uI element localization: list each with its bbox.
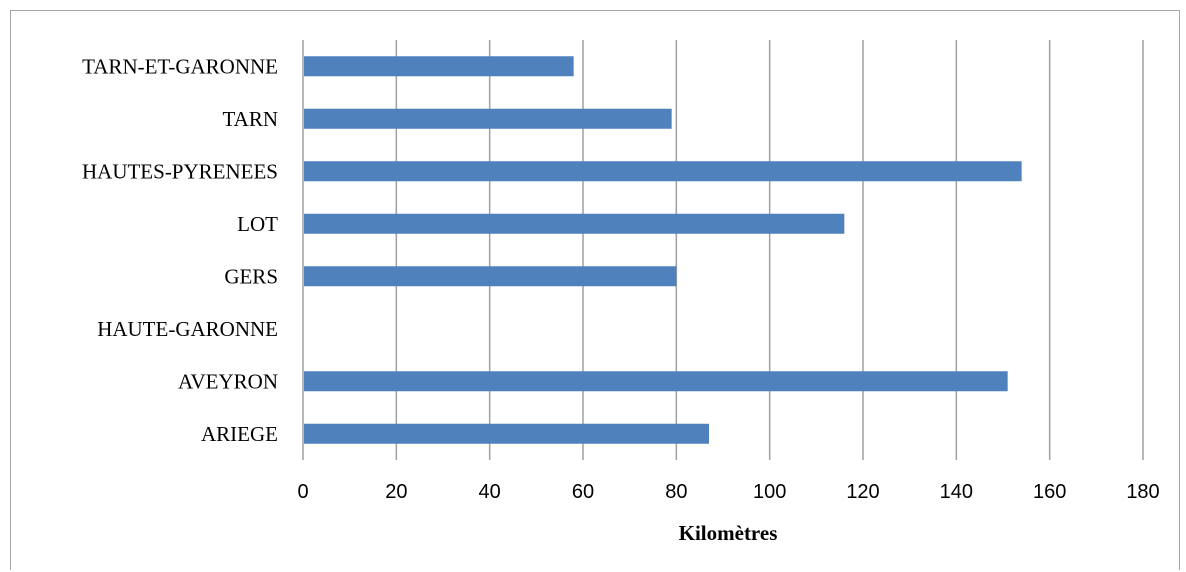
x-tick-label: 0 bbox=[297, 481, 308, 503]
bar-gers bbox=[304, 266, 677, 287]
category-label: HAUTE-GARONNE bbox=[97, 317, 278, 341]
category-label: ARIEGE bbox=[201, 422, 278, 446]
category-label: TARN-ET-GARONNE bbox=[82, 54, 278, 78]
grid-lines bbox=[302, 40, 1144, 460]
x-tick-label: 20 bbox=[385, 481, 407, 503]
x-tick-label: 180 bbox=[1126, 481, 1159, 503]
x-tick-label: 160 bbox=[1033, 481, 1066, 503]
x-tick-label: 100 bbox=[753, 481, 786, 503]
x-tick-label: 60 bbox=[572, 481, 594, 503]
category-label: LOT bbox=[237, 212, 278, 236]
category-label: TARN bbox=[223, 107, 278, 131]
category-labels: TARN-ET-GARONNE TARN HAUTES-PYRENEES LOT GER… bbox=[82, 54, 278, 446]
x-tick-label: 40 bbox=[479, 481, 501, 503]
bar-aveyron bbox=[304, 371, 1008, 392]
category-label: AVEYRON bbox=[178, 369, 278, 393]
x-tick-labels: 0 20 40 60 80 100 120 140 160 180 bbox=[297, 481, 1159, 503]
bar-hautes-pyrenees bbox=[304, 161, 1022, 182]
bar-tarn bbox=[304, 108, 672, 129]
chart-frame bbox=[10, 10, 1180, 570]
x-axis-title: Kilomètres bbox=[679, 521, 778, 545]
x-tick-label: 140 bbox=[940, 481, 973, 503]
x-tick-label: 120 bbox=[846, 481, 879, 503]
bar-tarn-et-garonne bbox=[304, 56, 574, 77]
bar-lot bbox=[304, 213, 845, 234]
category-label: HAUTES-PYRENEES bbox=[82, 159, 278, 183]
category-label: GERS bbox=[224, 264, 278, 288]
x-tick-label: 80 bbox=[665, 481, 687, 503]
bars bbox=[304, 56, 1022, 444]
bar-ariege bbox=[304, 423, 709, 444]
